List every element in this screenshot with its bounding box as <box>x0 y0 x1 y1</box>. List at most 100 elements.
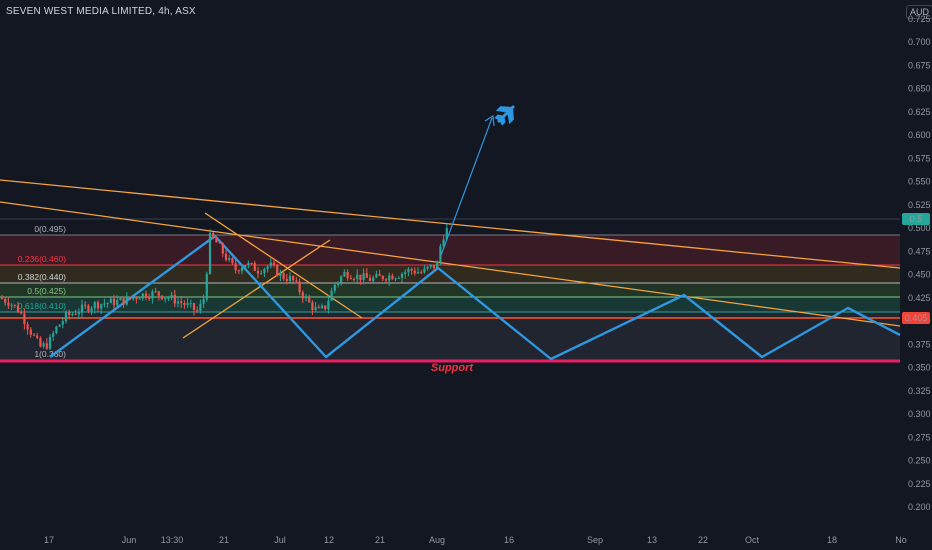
candle-body <box>378 273 381 276</box>
candle-body <box>68 312 71 315</box>
candle-body <box>93 302 96 309</box>
time-tick-label: 13:30 <box>161 535 184 545</box>
time-tick-label: 18 <box>827 535 837 545</box>
candle-body <box>308 296 311 303</box>
candle-body <box>29 329 32 335</box>
candle-body <box>384 279 388 281</box>
last-price-label: 0.5 <box>910 214 923 224</box>
price-tick-label: 0.475 <box>908 246 931 256</box>
candle-body <box>80 304 84 313</box>
candle-body <box>215 238 218 243</box>
price-tick-label: 0.275 <box>908 432 931 442</box>
candle-body <box>58 324 61 327</box>
candle-body <box>125 296 128 305</box>
candle-body <box>301 292 304 299</box>
candle-body <box>109 298 112 304</box>
price-tick-label: 0.450 <box>908 270 931 280</box>
candle-body <box>368 277 372 282</box>
price-tick-label: 0.625 <box>908 107 931 117</box>
candle-body <box>192 303 196 311</box>
time-tick-label: Oct <box>745 535 760 545</box>
price-tick-label: 0.650 <box>908 84 931 94</box>
candle-body <box>445 228 448 240</box>
candle-body <box>55 326 58 334</box>
candle-body <box>410 268 413 271</box>
price-axis[interactable]: 0.725 0.700 0.675 0.650 0.625 0.600 0.575 0.550… <box>908 14 931 512</box>
candle-body <box>52 333 55 337</box>
time-tick-label: No <box>895 535 907 545</box>
candle-body <box>119 298 122 301</box>
candle-body <box>362 273 365 281</box>
candle-body <box>439 246 442 263</box>
candle-body <box>144 293 148 298</box>
candle-body <box>311 302 314 310</box>
candle-body <box>320 305 324 308</box>
candle-body <box>436 262 439 269</box>
candle-body <box>240 267 244 272</box>
candle-body <box>429 264 432 267</box>
time-tick-label: 17 <box>44 535 54 545</box>
candle-body <box>61 321 64 325</box>
candle-body <box>151 291 154 299</box>
candle-body <box>272 262 276 265</box>
candle-body <box>407 268 410 273</box>
candle-body <box>423 268 426 273</box>
candle-body <box>330 290 333 301</box>
price-tick-label: 0.200 <box>908 502 931 512</box>
candle-body <box>304 296 308 299</box>
candle-body <box>285 279 288 281</box>
price-tick-label: 0.600 <box>908 130 931 140</box>
candle-body <box>122 298 125 305</box>
time-tick-label: 13 <box>647 535 657 545</box>
candle-body <box>340 276 343 283</box>
candle-body <box>336 282 340 285</box>
candle-body <box>103 303 106 305</box>
candle-body <box>432 264 436 269</box>
currency-badge[interactable]: AUD <box>906 5 932 19</box>
price-tick-label: 0.500 <box>908 223 931 233</box>
candle-body <box>288 276 292 281</box>
candle-body <box>221 243 224 254</box>
candle-body <box>244 265 247 268</box>
candle-body <box>365 273 368 278</box>
candle-body <box>189 303 192 305</box>
candle-body <box>295 280 298 282</box>
support-label: Support <box>431 362 474 374</box>
candle-body <box>317 307 320 309</box>
trendlines <box>0 179 901 339</box>
candle-body <box>87 305 90 312</box>
candle-body <box>90 308 93 312</box>
candle-body <box>45 343 48 349</box>
candle-body <box>343 271 346 277</box>
price-tick-label: 0.700 <box>908 37 931 47</box>
candle-body <box>64 312 68 322</box>
candle-body <box>154 291 157 293</box>
candles <box>0 223 448 350</box>
candle-body <box>250 262 253 264</box>
price-tick-label: 0.350 <box>908 363 931 373</box>
candle-body <box>100 304 103 309</box>
price-tick-label: 0.225 <box>908 479 931 489</box>
candle-body <box>224 253 228 260</box>
candle-body <box>394 278 397 280</box>
candle-body <box>205 273 208 300</box>
candle-body <box>20 312 23 314</box>
time-axis[interactable]: 17 Jun 13:30 21 Jul 12 21 Aug 16 Sep 13 22 Oct 18 No <box>44 535 907 545</box>
price-tick-label: 0.725 <box>908 14 931 24</box>
candle-body <box>138 298 141 300</box>
candle-body <box>420 272 423 274</box>
price-tick-label: 0.250 <box>908 456 931 466</box>
candle-body <box>359 274 362 281</box>
time-tick-label: Sep <box>587 535 603 545</box>
candle-body <box>26 324 29 330</box>
candle-body <box>135 297 138 299</box>
candle-body <box>314 307 317 310</box>
candle-body <box>228 258 231 260</box>
candle-body <box>173 294 176 304</box>
candle-body <box>164 298 167 300</box>
candle-body <box>256 270 260 274</box>
level-label: 0.405 <box>905 313 928 323</box>
price-tick-label: 0.425 <box>908 293 931 303</box>
candle-body <box>96 302 100 309</box>
